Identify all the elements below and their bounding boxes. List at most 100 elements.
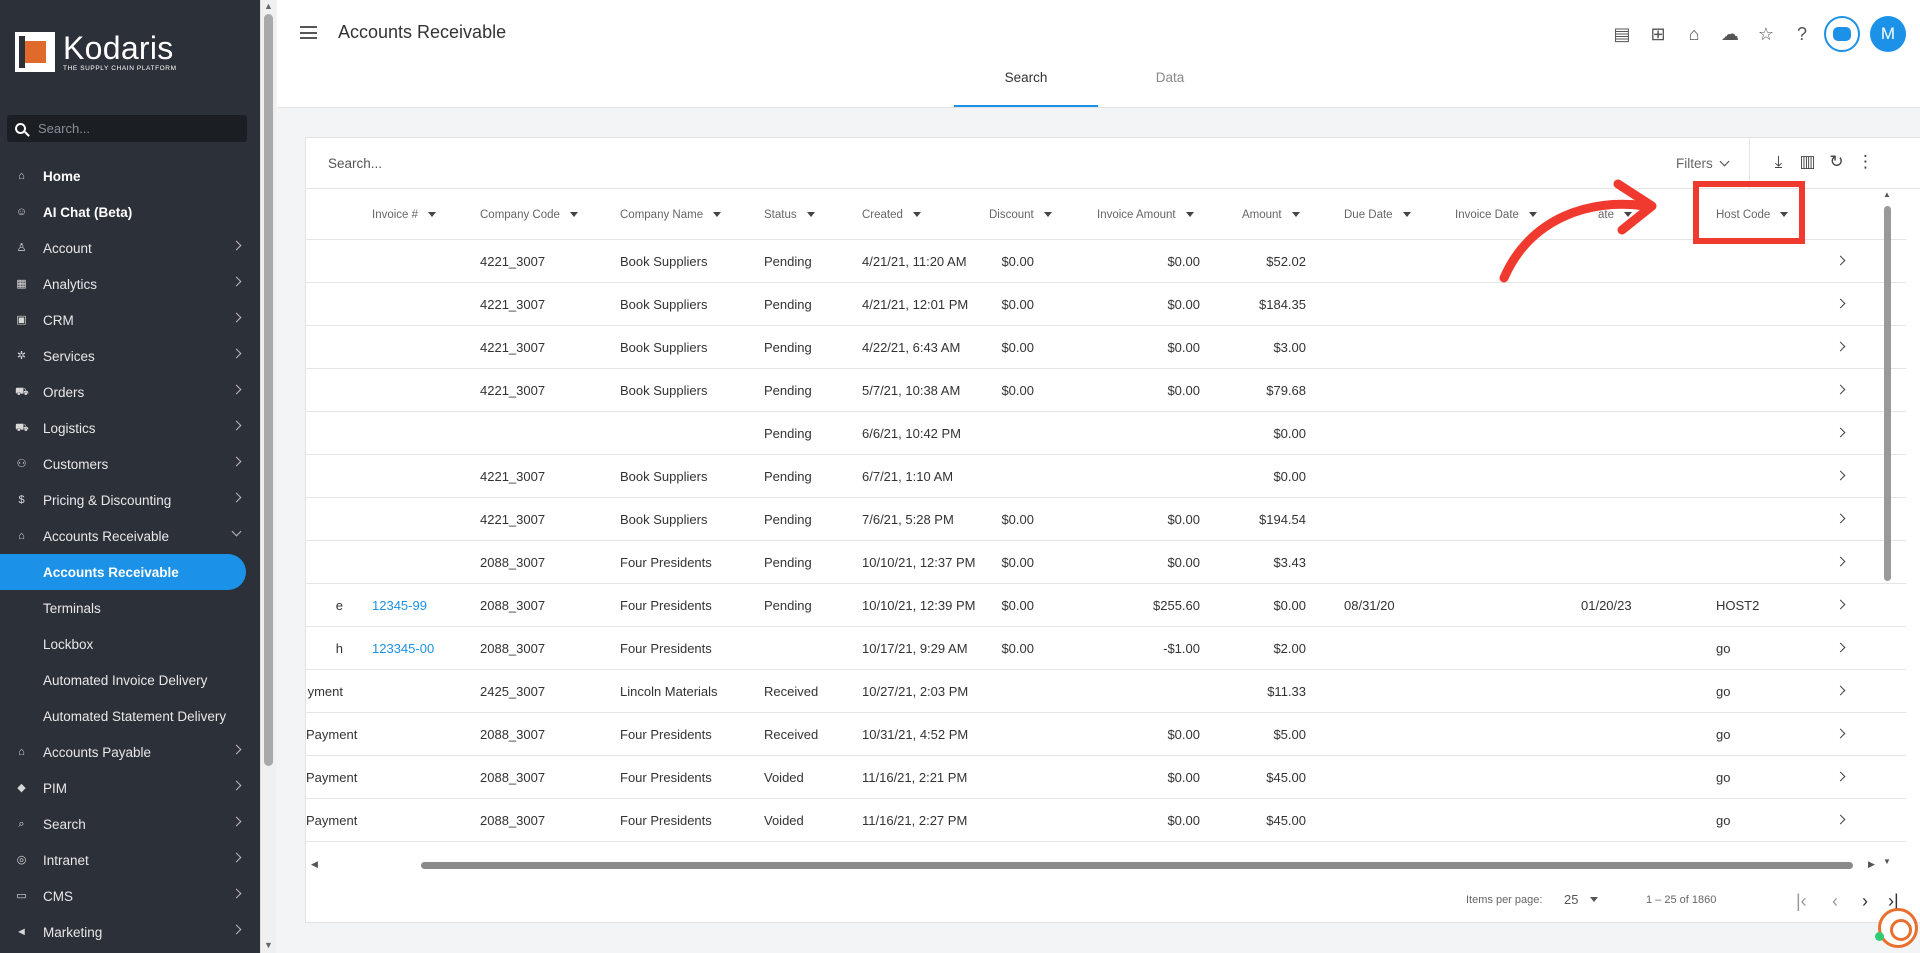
sort-dropdown-icon[interactable] [1402, 212, 1411, 217]
sidebar-item-orders[interactable]: ⛟ Orders [0, 374, 260, 410]
column-header-host-code[interactable]: Host Code [1716, 209, 1789, 221]
column-header-invoice[interactable]: Invoice # [372, 209, 437, 221]
refresh-icon[interactable]: ↻ [1829, 152, 1844, 171]
scroll-up-icon[interactable]: ▲ [1883, 190, 1891, 199]
sort-dropdown-icon[interactable] [428, 212, 437, 217]
sidebar-item-logistics[interactable]: ⛟ Logistics [0, 410, 260, 446]
previous-page-icon[interactable]: ‹ [1832, 891, 1838, 911]
sidebar-item-cms[interactable]: ▭ CMS [0, 878, 260, 914]
sidebar-item-accounts-receivable[interactable]: ⌂ Accounts Receivable [0, 518, 260, 554]
column-header-company-code[interactable]: Company Code [480, 209, 578, 221]
row-chevron-right-icon[interactable] [1835, 814, 1846, 825]
table-row[interactable]: Payment 2088_3007 Four Presidents Voided 11/… [306, 756, 1906, 799]
sort-dropdown-icon[interactable] [806, 212, 815, 217]
sidebar-item-accounts-receivable[interactable]: Accounts Receivable [0, 554, 246, 590]
row-chevron-right-icon[interactable] [1835, 341, 1846, 352]
download-icon[interactable]: ⤓ [1774, 152, 1783, 171]
payment-card-icon[interactable]: ▤ [1613, 23, 1631, 44]
column-header-ate[interactable]: ate [1598, 209, 1632, 221]
scroll-down-icon[interactable]: ▼ [264, 940, 273, 950]
column-header-invoice-date[interactable]: Invoice Date [1455, 209, 1537, 221]
sidebar-item-automated-statement-delivery[interactable]: Automated Statement Delivery [0, 698, 260, 734]
table-horizontal-scrollbar[interactable]: ◀ ▶ [306, 858, 1896, 872]
cloud-download-icon[interactable]: ☁ [1721, 23, 1739, 44]
tab-search[interactable]: Search [954, 70, 1098, 107]
sidebar-item-accounts-payable[interactable]: ⌂ Accounts Payable [0, 734, 260, 770]
sort-dropdown-icon[interactable] [1043, 212, 1052, 217]
more-vert-icon[interactable]: ⋮ [1857, 152, 1874, 171]
sidebar-item-intranet[interactable]: ◎ Intranet [0, 842, 260, 878]
filters-button[interactable]: Filters [1676, 156, 1730, 171]
chat-support-icon[interactable] [1878, 908, 1918, 948]
sort-dropdown-icon[interactable] [1185, 212, 1194, 217]
sort-dropdown-icon[interactable] [569, 212, 578, 217]
sidebar-item-services[interactable]: ✲ Services [0, 338, 260, 374]
row-chevron-right-icon[interactable] [1835, 556, 1846, 567]
row-chevron-right-icon[interactable] [1835, 470, 1846, 481]
column-header-amount[interactable]: Amount [1242, 209, 1300, 221]
sort-dropdown-icon[interactable] [1780, 212, 1789, 217]
star-icon[interactable]: ☆ [1757, 23, 1775, 44]
user-avatar[interactable]: M [1870, 16, 1906, 52]
gift-card-icon[interactable]: ⊞ [1650, 23, 1666, 44]
scroll-down-icon[interactable]: ▼ [1883, 857, 1891, 866]
table-search-input[interactable]: Search... [328, 156, 383, 171]
next-page-icon[interactable]: › [1862, 891, 1868, 911]
sidebar-item-crm[interactable]: ▣ CRM [0, 302, 260, 338]
sidebar-item-customers[interactable]: ⚇ Customers [0, 446, 260, 482]
table-row[interactable]: e 12345-99 2088_3007 Four Presidents Pending… [306, 584, 1906, 627]
row-chevron-right-icon[interactable] [1835, 384, 1846, 395]
table-vscroll-thumb[interactable] [1884, 206, 1891, 581]
table-row[interactable]: 4221_3007 Book Suppliers Pending 4/21/21, 1… [306, 240, 1906, 283]
table-vertical-scrollbar[interactable]: ▲ ▼ [1881, 190, 1893, 870]
table-row[interactable]: 4221_3007 Book Suppliers Pending 4/22/21, 6… [306, 326, 1906, 369]
bank-icon[interactable]: ⌂ [1688, 23, 1700, 44]
sidebar-scrollbar-thumb[interactable] [264, 14, 273, 766]
sidebar-item-search[interactable]: ⌕ Search [0, 806, 260, 842]
sidebar-item-marketing[interactable]: ◄ Marketing [0, 914, 260, 950]
row-chevron-right-icon[interactable] [1835, 599, 1846, 610]
sort-dropdown-icon[interactable] [1624, 212, 1632, 217]
columns-icon[interactable]: ▥ [1799, 152, 1816, 171]
sidebar-item-ai-chat-beta[interactable]: ☺ AI Chat (Beta) [0, 194, 260, 230]
row-chevron-right-icon[interactable] [1835, 298, 1846, 309]
table-row[interactable]: h 123345-00 2088_3007 Four Presidents 10/17/… [306, 627, 1906, 670]
column-header-status[interactable]: Status [764, 209, 815, 221]
sort-dropdown-icon[interactable] [912, 212, 921, 217]
row-chevron-right-icon[interactable] [1835, 642, 1846, 653]
sort-dropdown-icon[interactable] [713, 212, 722, 217]
sidebar-item-account[interactable]: ♙ Account [0, 230, 260, 266]
sidebar-item-terminals[interactable]: Terminals [0, 590, 260, 626]
row-chevron-right-icon[interactable] [1835, 513, 1846, 524]
sidebar-search-input[interactable] [38, 121, 228, 136]
first-page-icon[interactable]: |‹ [1796, 891, 1807, 911]
sidebar-item-home[interactable]: ⌂ Home [0, 158, 260, 194]
menu-icon[interactable] [300, 26, 317, 39]
table-row[interactable]: 4221_3007 Book Suppliers Pending 7/6/21, 5:… [306, 498, 1906, 541]
table-row[interactable]: Payment 2088_3007 Four Presidents Received 1… [306, 713, 1906, 756]
cell-invoice[interactable]: 123345-00 [372, 641, 435, 656]
tab-data[interactable]: Data [1155, 70, 1185, 85]
scroll-right-icon[interactable]: ▶ [1868, 859, 1875, 869]
scroll-up-icon[interactable]: ▲ [264, 1, 273, 11]
last-page-icon[interactable]: ›| [1888, 891, 1899, 911]
sidebar-item-pim[interactable]: ◆ PIM [0, 770, 260, 806]
column-header-company-name[interactable]: Company Name [620, 209, 722, 221]
page-size-select[interactable]: 25 [1564, 892, 1599, 907]
table-row[interactable]: 2088_3007 Four Presidents Pending 10/10/21,… [306, 541, 1906, 584]
row-chevron-right-icon[interactable] [1835, 685, 1846, 696]
sidebar-scrollbar[interactable]: ▲ ▼ [260, 0, 276, 953]
row-chevron-right-icon[interactable] [1835, 255, 1846, 266]
table-row[interactable]: 4221_3007 Book Suppliers Pending 4/21/21, 1… [306, 283, 1906, 326]
column-header-created[interactable]: Created [862, 209, 921, 221]
cell-invoice[interactable]: 12345-99 [372, 598, 427, 613]
table-row[interactable]: 4221_3007 Book Suppliers Pending 6/7/21, 1:… [306, 455, 1906, 498]
row-chevron-right-icon[interactable] [1835, 427, 1846, 438]
table-row[interactable]: 4221_3007 Book Suppliers Pending 5/7/21, 10… [306, 369, 1906, 412]
table-row[interactable]: Pending 6/6/21, 10:42 PM $0.00 [306, 412, 1906, 455]
column-header-due-date[interactable]: Due Date [1344, 209, 1411, 221]
table-row[interactable]: Payment 2088_3007 Four Presidents Voided 11/… [306, 799, 1906, 842]
table-hscroll-thumb[interactable] [421, 862, 1853, 869]
sidebar-item-lockbox[interactable]: Lockbox [0, 626, 260, 662]
help-icon[interactable]: ? [1796, 23, 1807, 44]
